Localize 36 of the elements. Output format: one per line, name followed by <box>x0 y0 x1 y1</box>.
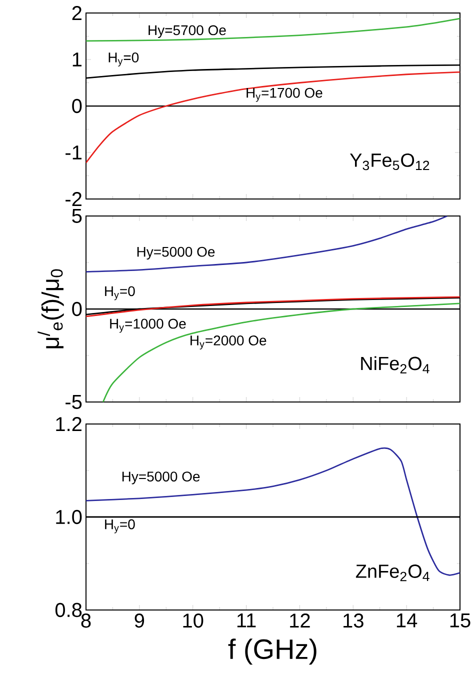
x-tick-label: 13 <box>343 614 364 628</box>
y-tick-label: 2 <box>72 6 82 20</box>
line-series <box>86 216 448 273</box>
series-label: H$_{y}$=0 <box>104 519 135 534</box>
x-tick-label: 14 <box>396 614 417 628</box>
y-tick-label: 0 <box>72 98 82 114</box>
y-tick-label: 1 <box>72 52 82 66</box>
line-series <box>86 18 460 42</box>
y-tick-label: 0.8 <box>55 602 82 618</box>
x-tick-label: 9 <box>134 614 144 628</box>
series-label: Hy=5000 Oe <box>122 472 200 484</box>
series-label: H$_{y}$=1000 Oe <box>110 318 186 333</box>
x-tick-label: 8 <box>81 614 90 628</box>
annotation: Y$_{3}$Fe$_{5}$O$_{12}$ <box>350 153 429 170</box>
x-tick-label: 11 <box>237 614 256 628</box>
y-tick-label: 0 <box>72 302 82 316</box>
y-axis-title: μ$^{/}$$_{e}$(f)/μ$_{0}$ <box>37 269 64 348</box>
y-tick-label: 1.0 <box>56 510 82 524</box>
x-axis-title: f (GHz) <box>228 638 316 665</box>
series-label: Hy=5000 Oe <box>137 246 214 260</box>
annotation: NiFe$_{2}$O$_{4}$ <box>360 356 430 374</box>
y-tick-label: 5 <box>72 209 82 223</box>
y-tick-label: -2 <box>65 192 82 206</box>
x-tick-label: 12 <box>290 614 310 628</box>
annotation: ZnFe$_{2}$O$_{4}$ <box>356 564 430 582</box>
series-label: H$_{y}$=0 <box>108 52 138 66</box>
series-label: Hy=5700 Oe <box>148 25 226 38</box>
x-tick-label: 15 <box>450 614 470 628</box>
y-tick-label: -5 <box>65 395 82 409</box>
y-tick-label: 1.2 <box>56 417 82 431</box>
series-label: H$_{y}$=0 <box>104 286 135 300</box>
y-tick-label: -1 <box>65 146 82 160</box>
series-label: H$_{y}$=1700 Oe <box>246 88 322 102</box>
line-series <box>102 302 460 402</box>
series-label: H$_{y}$=2000 Oe <box>190 335 266 350</box>
x-tick-label: 10 <box>183 614 203 628</box>
